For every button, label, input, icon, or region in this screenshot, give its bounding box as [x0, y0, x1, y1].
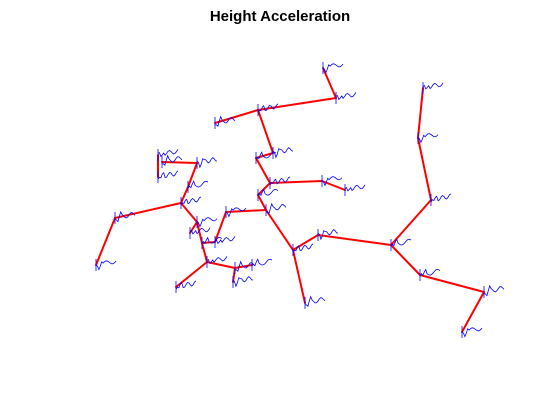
tree-edge	[390, 244, 421, 276]
tree-edge	[292, 249, 306, 304]
tree-edge	[255, 157, 271, 184]
node-waveform	[317, 229, 339, 241]
tree-edge	[225, 209, 267, 213]
node-waveform	[390, 238, 412, 247]
tree-edge	[322, 67, 337, 99]
tree-edge	[461, 291, 485, 333]
tree-edge	[419, 274, 485, 293]
tree-edge	[257, 182, 271, 196]
node-waveform	[344, 184, 366, 192]
node-waveform	[196, 217, 218, 228]
node-waveform	[189, 227, 211, 235]
node-waveform	[422, 82, 444, 90]
tree-edge	[417, 87, 424, 139]
node-waveform	[321, 176, 343, 187]
node-waveform	[304, 295, 326, 307]
tree-edge	[257, 109, 274, 154]
tree-edge	[187, 162, 198, 188]
node-waveform	[430, 193, 452, 203]
node-waveform	[257, 103, 279, 113]
plot-title: Height Acceleration	[209, 8, 351, 25]
tree-edge	[201, 242, 208, 263]
tree-edge	[269, 180, 323, 184]
node-waveform	[417, 133, 439, 144]
tree-edge	[161, 161, 198, 164]
node-waveform	[180, 196, 202, 206]
node-waveform	[157, 170, 179, 180]
node-waveform	[335, 92, 357, 101]
tree-edge	[257, 194, 267, 211]
node-waveform	[257, 188, 279, 197]
tree-edge	[390, 199, 432, 246]
node-waveform	[161, 154, 183, 166]
node-waveform	[322, 63, 344, 74]
tree-edge	[214, 211, 227, 243]
node-waveform	[214, 115, 236, 127]
node-waveform	[201, 236, 223, 245]
node-waveform	[214, 236, 236, 245]
tree-edge	[321, 180, 346, 191]
node-waveform	[225, 207, 247, 218]
tree-edge	[114, 202, 182, 219]
node-waveform	[232, 276, 254, 288]
node-waveform	[175, 280, 197, 290]
tree-edge	[317, 234, 392, 246]
waveforms-layer	[95, 62, 505, 338]
tree-edge	[255, 152, 274, 159]
node-waveform	[272, 147, 294, 159]
tree-edge	[265, 209, 294, 251]
node-waveform	[95, 260, 117, 271]
tree-edge	[180, 202, 198, 223]
node-waveform	[483, 284, 505, 297]
node-waveform	[461, 327, 483, 338]
node-waveform	[251, 258, 273, 267]
node-waveform	[292, 243, 314, 253]
tree-edge	[95, 217, 116, 266]
node-waveform	[206, 256, 228, 265]
node-waveform	[269, 176, 291, 186]
node-waveform	[196, 157, 218, 169]
tree-edge	[196, 221, 203, 244]
tree-edge	[214, 109, 259, 124]
tree-edge	[417, 137, 432, 201]
node-waveform	[157, 149, 179, 158]
tree-edge	[180, 186, 189, 204]
tree-edge	[206, 261, 236, 269]
node-waveform	[187, 180, 209, 189]
node-waveform	[265, 202, 287, 215]
node-waveform	[419, 268, 441, 277]
edges-layer	[95, 67, 485, 333]
tree-edge	[257, 97, 337, 111]
node-waveform	[255, 151, 277, 160]
node-waveform	[114, 210, 136, 223]
